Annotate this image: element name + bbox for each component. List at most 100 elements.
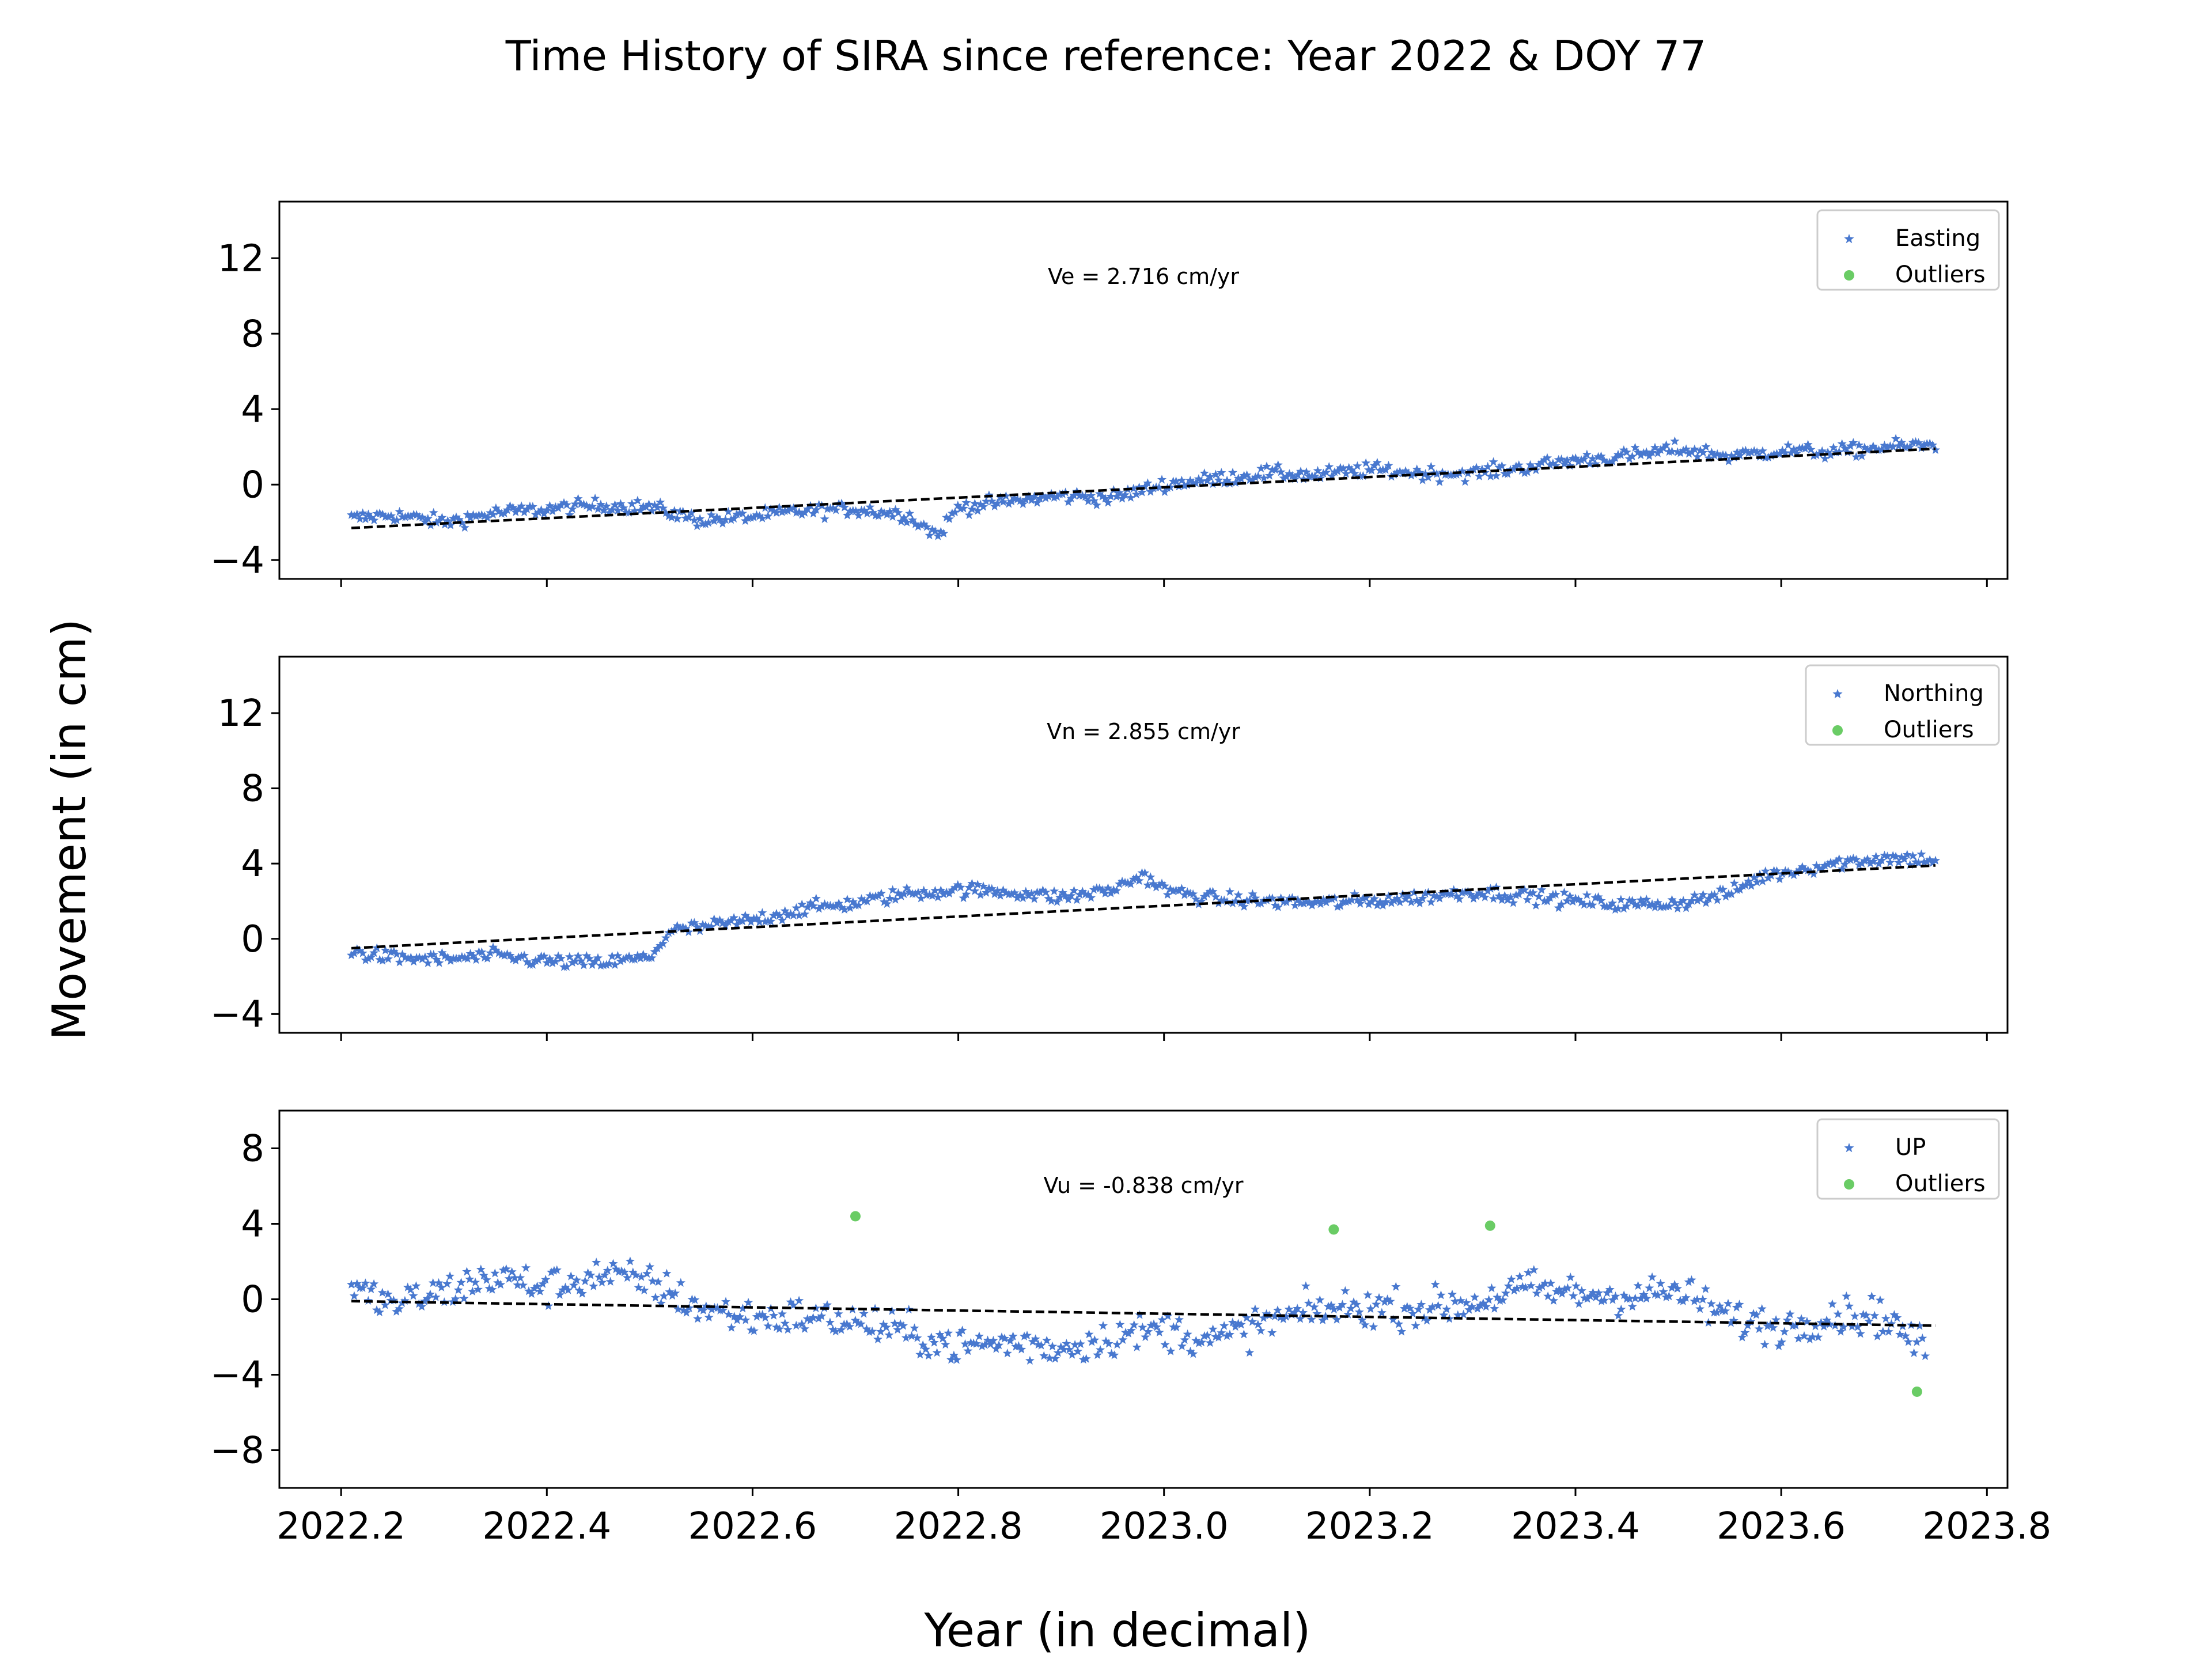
data-point (706, 510, 716, 519)
data-point (1557, 1289, 1567, 1298)
data-point (1859, 442, 1870, 452)
data-point (1398, 468, 1408, 478)
data-point (1447, 1289, 1457, 1299)
data-point (1332, 902, 1343, 911)
data-point (1118, 1335, 1128, 1344)
data-point (1290, 900, 1300, 910)
data-point (857, 894, 866, 903)
data-point (1017, 1344, 1027, 1354)
data-point (1401, 466, 1411, 475)
data-point (585, 503, 594, 512)
axes-frame (278, 200, 2009, 580)
data-point (1372, 457, 1382, 467)
data-point (1140, 482, 1150, 491)
data-point (1712, 1308, 1722, 1317)
data-point (1141, 1332, 1150, 1342)
data-point (1183, 887, 1192, 896)
data-point (383, 954, 393, 963)
data-point (1571, 1281, 1581, 1290)
data-point (671, 1288, 680, 1298)
data-point (1487, 1283, 1497, 1293)
data-point (588, 502, 597, 511)
data-point (380, 1300, 390, 1309)
data-point (1857, 451, 1867, 460)
data-point (346, 950, 357, 960)
data-point (1050, 493, 1059, 502)
data-point (1377, 1308, 1387, 1317)
data-point (1330, 467, 1340, 476)
y-tick-label: −4 (210, 1354, 264, 1397)
series-up-points (346, 1256, 1930, 1365)
data-point (997, 1332, 1007, 1342)
data-point (1532, 1288, 1541, 1298)
data-point (1455, 894, 1464, 903)
data-point (377, 1287, 387, 1297)
data-point (1304, 1298, 1313, 1308)
subplot-up: 8 4 0 −4 −8 2022.2 2022.4 2022.6 2022.8 2023.0 202… (210, 1109, 2051, 1548)
fit-line (351, 864, 1936, 950)
data-point (562, 500, 571, 509)
data-point (1619, 1290, 1629, 1300)
data-point (823, 504, 832, 513)
data-point (865, 1327, 874, 1336)
data-point (811, 505, 821, 514)
data-point (1908, 851, 1918, 860)
data-point (1089, 496, 1099, 505)
data-point (1194, 899, 1203, 908)
data-point (619, 955, 628, 964)
data-point (1735, 885, 1745, 894)
data-point (896, 891, 906, 900)
data-point (1816, 1317, 1826, 1327)
data-point (679, 1305, 688, 1315)
data-point (930, 885, 940, 895)
data-point (1925, 855, 1935, 864)
data-point (1177, 884, 1187, 893)
data-point (1290, 1307, 1300, 1317)
data-point (1394, 1319, 1404, 1328)
data-point (1065, 1344, 1074, 1354)
data-point (1364, 899, 1374, 908)
data-point (1894, 441, 1904, 450)
data-point (1928, 440, 1938, 449)
data-point (1588, 900, 1597, 910)
data-point (1202, 889, 1212, 898)
data-point (831, 1327, 840, 1336)
data-point (1245, 1347, 1255, 1357)
data-point (1230, 896, 1240, 906)
data-point (603, 1266, 612, 1275)
data-point (771, 507, 781, 517)
data-point (944, 514, 955, 523)
data-point (658, 938, 668, 948)
data-point (1319, 468, 1328, 478)
legend-series-label: UP (1895, 1134, 1926, 1161)
data-point (1734, 1300, 1744, 1309)
data-point (1608, 456, 1618, 465)
data-point (1706, 1299, 1716, 1308)
data-point (1928, 858, 1938, 867)
data-point (1131, 873, 1141, 882)
data-point (369, 948, 379, 957)
data-point (1191, 1336, 1201, 1345)
data-point (1922, 857, 1932, 866)
data-point (1650, 442, 1660, 452)
data-point (1789, 444, 1799, 454)
data-point (938, 1334, 948, 1343)
data-point (1777, 1337, 1786, 1346)
data-point (1721, 892, 1730, 901)
data-point (1287, 1309, 1297, 1319)
data-point (1894, 858, 1904, 867)
data-point (1667, 895, 1677, 904)
data-point (558, 1285, 567, 1294)
data-point (1613, 904, 1623, 913)
data-point (1667, 1283, 1677, 1292)
data-point (381, 945, 391, 955)
data-point (1047, 896, 1056, 905)
legend-frame (1816, 209, 2000, 291)
data-point (910, 889, 921, 898)
data-point (498, 1265, 508, 1275)
data-point (1599, 1296, 1609, 1305)
data-point (1326, 1300, 1336, 1309)
data-point (1667, 446, 1677, 456)
data-point (1389, 896, 1399, 905)
data-point (1126, 879, 1135, 888)
